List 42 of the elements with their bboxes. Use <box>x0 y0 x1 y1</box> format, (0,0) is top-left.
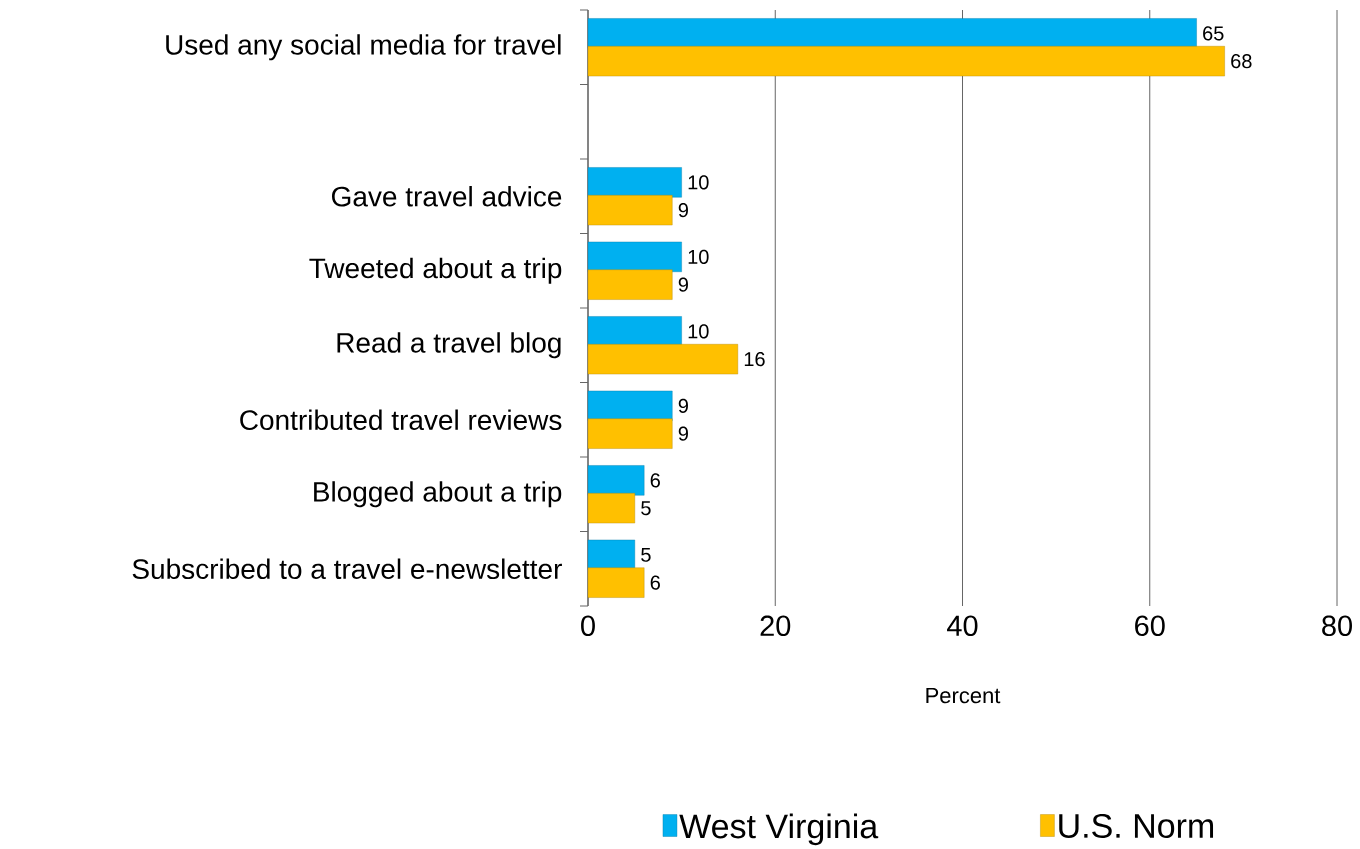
x-tick-label: 60 <box>1135 615 1165 637</box>
data-label: 10 <box>688 175 709 190</box>
bar <box>587 195 673 226</box>
data-label: 9 <box>678 203 688 218</box>
bar <box>587 539 636 570</box>
data-label: 65 <box>1203 26 1224 41</box>
data-label: 10 <box>688 249 709 264</box>
y-tick-label: Read a travel blog <box>337 332 561 359</box>
data-label: 5 <box>641 501 651 516</box>
legend-label: West Virginia <box>679 813 879 846</box>
bar <box>587 46 1225 77</box>
bar <box>587 465 645 496</box>
y-tick-label: Tweeted about a trip <box>309 257 562 284</box>
bar <box>587 316 682 347</box>
data-label: 9 <box>678 426 688 441</box>
bar <box>587 493 636 524</box>
data-label: 9 <box>678 277 688 292</box>
x-axis-title: Percent <box>926 687 1001 704</box>
legend-label: U.S. Norm <box>1059 813 1214 838</box>
bar <box>587 418 673 449</box>
x-tick-label: 80 <box>1322 615 1352 637</box>
bar <box>587 567 645 598</box>
data-label: 6 <box>650 575 660 590</box>
bar <box>587 167 682 198</box>
x-tick-label: 20 <box>760 615 791 637</box>
bar <box>587 18 1197 49</box>
data-label: 6 <box>650 473 660 488</box>
y-tick-label: Used any social media for travel <box>166 34 561 61</box>
data-label: 10 <box>688 324 709 339</box>
data-label: 5 <box>641 547 651 562</box>
bar <box>587 241 682 272</box>
data-label: 9 <box>678 398 688 413</box>
x-tick-label: 0 <box>581 615 595 637</box>
bar <box>587 269 673 300</box>
data-label: 16 <box>744 352 765 367</box>
y-tick-label: Subscribed to a travel e-newsletter <box>132 558 562 580</box>
bar <box>587 344 738 375</box>
x-tick-label: 40 <box>947 615 978 637</box>
y-tick-label: Contributed travel reviews <box>240 409 562 431</box>
y-tick-label: Gave travel advice <box>331 185 562 207</box>
y-tick-label: Blogged about a trip <box>314 481 562 508</box>
data-label: 68 <box>1231 54 1252 69</box>
